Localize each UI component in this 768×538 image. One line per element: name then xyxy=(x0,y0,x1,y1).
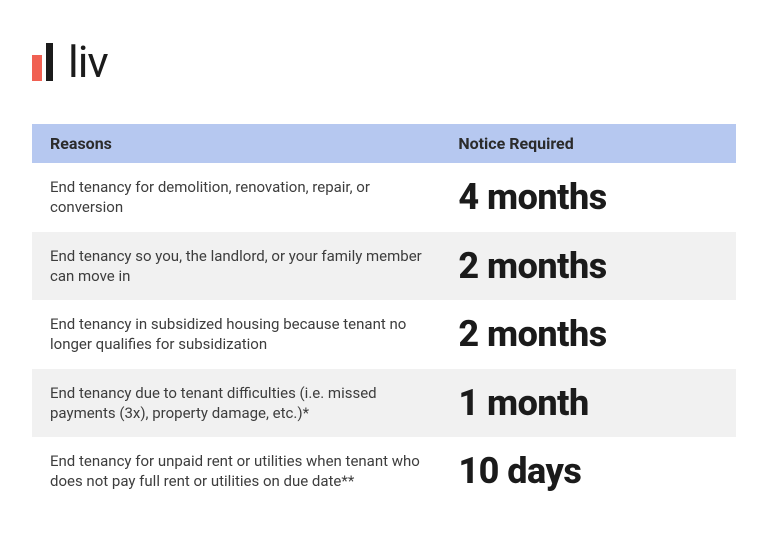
cell-reason: End tenancy in subsidized housing becaus… xyxy=(32,300,440,369)
cell-reason: End tenancy for unpaid rent or utilities… xyxy=(32,437,440,506)
cell-notice: 1 month xyxy=(440,369,736,438)
brand-mark-icon xyxy=(32,43,60,81)
table-row: End tenancy for demolition, renovation, … xyxy=(32,163,736,232)
table-row: End tenancy for unpaid rent or utilities… xyxy=(32,437,736,506)
cell-notice: 4 months xyxy=(440,163,736,232)
cell-notice: 2 months xyxy=(440,300,736,369)
brand-logo: liv xyxy=(32,40,736,84)
cell-reason: End tenancy for demolition, renovation, … xyxy=(32,163,440,232)
cell-notice: 2 months xyxy=(440,232,736,301)
notice-table: Reasons Notice Required End tenancy for … xyxy=(32,124,736,506)
col-header-notice: Notice Required xyxy=(440,124,736,163)
table-row: End tenancy in subsidized housing becaus… xyxy=(32,300,736,369)
cell-reason: End tenancy so you, the landlord, or you… xyxy=(32,232,440,301)
table-row: End tenancy so you, the landlord, or you… xyxy=(32,232,736,301)
cell-notice: 10 days xyxy=(440,437,736,506)
page-container: liv Reasons Notice Required End tenancy … xyxy=(0,0,768,538)
brand-name: liv xyxy=(68,40,108,84)
table-row: End tenancy due to tenant difficulties (… xyxy=(32,369,736,438)
table-header-row: Reasons Notice Required xyxy=(32,124,736,163)
col-header-reason: Reasons xyxy=(32,124,440,163)
cell-reason: End tenancy due to tenant difficulties (… xyxy=(32,369,440,438)
